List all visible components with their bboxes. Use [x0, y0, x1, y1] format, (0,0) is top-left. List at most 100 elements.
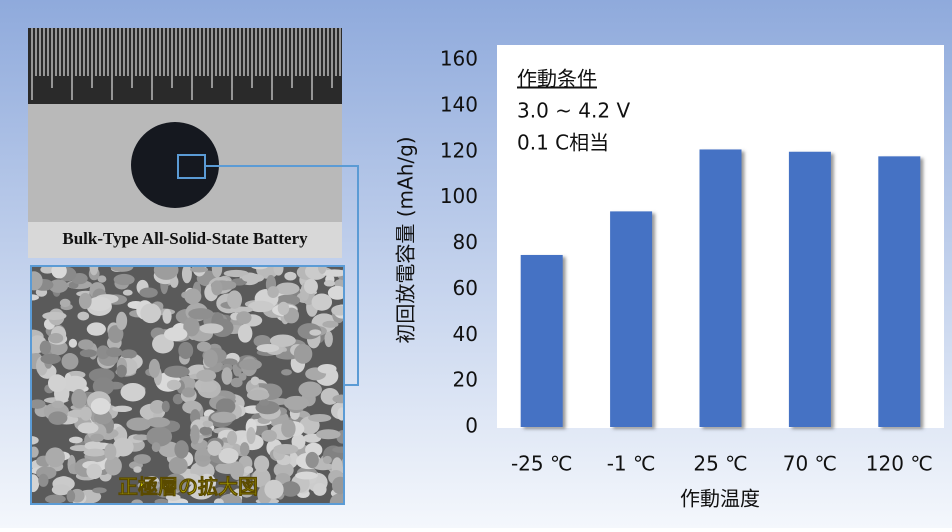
figure: Bulk-Type All-Solid-State Battery 正極層の拡大… [0, 0, 952, 528]
grain [211, 412, 236, 423]
grain [123, 290, 133, 296]
grain [116, 365, 126, 378]
grain [238, 324, 253, 343]
grain [42, 312, 66, 320]
y-tick-label: 160 [440, 47, 478, 71]
grain [48, 374, 66, 392]
x-tick-label: -1 ℃ [607, 452, 656, 476]
grain [246, 427, 255, 444]
grain [239, 359, 262, 370]
battery-photo: Bulk-Type All-Solid-State Battery [28, 28, 342, 258]
grain [48, 411, 67, 424]
grain [323, 456, 332, 464]
grain [90, 434, 104, 442]
page: Bulk-Type All-Solid-State Battery 正極層の拡大… [0, 0, 952, 528]
grain [69, 437, 83, 444]
grain [203, 350, 218, 368]
grain [281, 481, 300, 496]
grain [267, 286, 279, 298]
grain [316, 429, 341, 439]
annotation: 3.0 ~ 4.2 V [517, 99, 630, 123]
grain [247, 390, 270, 401]
grain [147, 311, 158, 318]
grain [91, 398, 111, 415]
grain [281, 369, 292, 375]
grain [61, 353, 78, 370]
grain [164, 327, 187, 341]
grain [324, 280, 335, 287]
grain [254, 455, 269, 472]
grain [251, 376, 260, 385]
grain [182, 387, 195, 397]
grain [298, 382, 322, 398]
grain [67, 490, 76, 502]
grain [295, 472, 318, 480]
grain [227, 431, 237, 446]
grain [203, 421, 214, 428]
grain [149, 359, 160, 378]
grain [264, 480, 283, 499]
grain [49, 333, 64, 343]
grain [40, 354, 60, 364]
grain [80, 349, 97, 357]
grain [45, 447, 65, 467]
battery-caption: Bulk-Type All-Solid-State Battery [62, 229, 308, 248]
grain [104, 443, 116, 460]
grain [312, 293, 332, 310]
grain [194, 455, 210, 461]
y-axis-title: 初回放電容量 (mAh/g) [394, 136, 418, 343]
grain [116, 312, 127, 330]
grain [244, 466, 253, 474]
grain [77, 312, 89, 321]
micrograph-caption: 正極層の拡大図 [118, 475, 258, 499]
grain [199, 323, 223, 333]
grain [242, 274, 264, 283]
grain [79, 293, 92, 309]
y-tick-label: 60 [453, 276, 478, 300]
x-tick-label: 25 ℃ [693, 452, 747, 476]
grain [281, 420, 295, 438]
grain [40, 341, 51, 355]
grain [69, 339, 77, 348]
grain [92, 487, 107, 493]
bar [521, 255, 563, 427]
grain [114, 274, 135, 285]
grain [284, 272, 296, 281]
grain [164, 366, 189, 378]
grain [236, 311, 251, 324]
grain [220, 281, 236, 290]
grain [167, 380, 181, 390]
y-tick-label: 20 [453, 368, 478, 392]
grain [240, 442, 249, 456]
grain [174, 440, 188, 458]
grain [63, 376, 86, 392]
grain [178, 342, 193, 359]
grain [199, 426, 212, 435]
annotation: 作動条件 [517, 67, 597, 91]
grain [87, 322, 106, 335]
grain [134, 454, 151, 464]
grain [284, 396, 309, 410]
grain [231, 378, 243, 388]
grain [304, 279, 318, 294]
grain [227, 290, 242, 309]
grain [78, 422, 99, 433]
grain [147, 417, 170, 427]
grain [146, 427, 172, 447]
grain [211, 280, 222, 295]
bar [610, 211, 652, 427]
grain [306, 452, 319, 468]
grain [196, 369, 216, 381]
y-tick-label: 120 [440, 138, 478, 162]
grain [105, 456, 122, 475]
grain [324, 331, 333, 347]
grain [120, 383, 145, 402]
grain [207, 441, 222, 456]
grain [169, 457, 188, 475]
grain [318, 364, 337, 374]
grain [52, 401, 64, 409]
bar [789, 152, 831, 427]
y-tick-label: 100 [440, 184, 478, 208]
grain [182, 264, 192, 283]
grain [84, 449, 107, 457]
